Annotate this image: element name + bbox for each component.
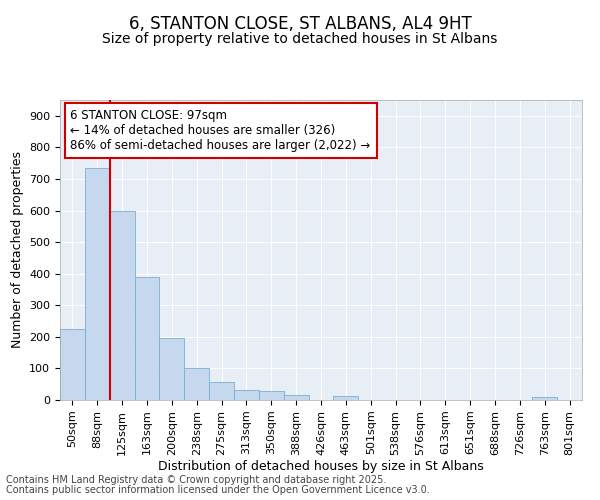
Bar: [110, 210, 134, 400]
Text: Contains HM Land Registry data © Crown copyright and database right 2025.: Contains HM Land Registry data © Crown c…: [6, 475, 386, 485]
Bar: [85, 168, 110, 400]
Bar: [234, 390, 259, 400]
Bar: [184, 368, 209, 400]
Bar: [209, 382, 234, 400]
Y-axis label: Number of detached properties: Number of detached properties: [11, 152, 23, 348]
Bar: [284, 394, 308, 400]
Text: Contains public sector information licensed under the Open Government Licence v3: Contains public sector information licen…: [6, 485, 430, 495]
Bar: [160, 338, 184, 400]
Bar: [60, 329, 85, 400]
Bar: [259, 391, 284, 400]
Text: 6, STANTON CLOSE, ST ALBANS, AL4 9HT: 6, STANTON CLOSE, ST ALBANS, AL4 9HT: [128, 15, 472, 33]
X-axis label: Distribution of detached houses by size in St Albans: Distribution of detached houses by size …: [158, 460, 484, 473]
Text: Size of property relative to detached houses in St Albans: Size of property relative to detached ho…: [103, 32, 497, 46]
Bar: [134, 277, 160, 400]
Bar: [532, 398, 557, 400]
Text: 6 STANTON CLOSE: 97sqm
← 14% of detached houses are smaller (326)
86% of semi-de: 6 STANTON CLOSE: 97sqm ← 14% of detached…: [70, 109, 371, 152]
Bar: [334, 396, 358, 400]
